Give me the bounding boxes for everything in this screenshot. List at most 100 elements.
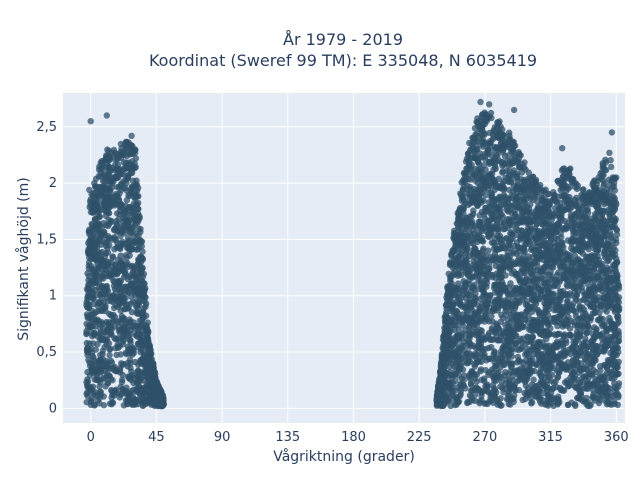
data-point (115, 183, 123, 191)
data-point (125, 150, 133, 157)
data-point (129, 298, 137, 306)
data-point (130, 319, 137, 326)
data-point (89, 271, 97, 278)
data-point (106, 346, 113, 353)
data-point (83, 390, 90, 398)
data-point (441, 350, 448, 357)
data-point (135, 322, 142, 329)
data-point (133, 303, 140, 310)
data-point (114, 343, 122, 350)
data-point (117, 232, 124, 240)
data-point (124, 220, 132, 227)
data-point (91, 330, 98, 337)
data-point (601, 346, 608, 354)
data-point (594, 273, 601, 280)
data-point (537, 295, 544, 302)
data-point (124, 276, 132, 283)
data-point (129, 262, 136, 270)
data-point (135, 298, 143, 305)
data-point (489, 318, 496, 325)
data-point (140, 285, 147, 292)
data-point (87, 397, 95, 404)
data-point (150, 367, 157, 375)
data-point (466, 213, 474, 220)
data-point (578, 191, 585, 199)
data-point (117, 154, 125, 161)
data-point (104, 369, 111, 376)
data-point (84, 270, 91, 277)
data-point (86, 372, 94, 379)
data-point (152, 398, 160, 405)
data-point (117, 351, 125, 358)
data-point (91, 357, 98, 365)
data-point (105, 156, 112, 164)
data-point (127, 391, 134, 398)
data-point (120, 171, 127, 178)
data-point (112, 302, 120, 309)
data-point (107, 375, 115, 383)
data-point (130, 347, 137, 354)
data-point (115, 256, 122, 263)
data-point (130, 400, 137, 407)
data-point (148, 388, 155, 395)
data-point (597, 315, 604, 322)
data-point (123, 197, 131, 204)
data-point (570, 246, 578, 253)
data-point (141, 351, 148, 358)
data-point (486, 113, 493, 120)
data-point (147, 383, 154, 390)
data-point (612, 268, 620, 276)
data-point (129, 224, 136, 232)
data-point (124, 288, 132, 296)
data-point (615, 319, 622, 326)
data-point (517, 335, 524, 342)
data-point (601, 254, 609, 261)
data-point (85, 248, 92, 255)
data-point (96, 222, 103, 230)
data-point (98, 337, 105, 344)
data-point (134, 310, 141, 317)
data-point (97, 271, 104, 278)
data-point (103, 357, 110, 365)
data-point (105, 147, 112, 154)
data-point (112, 167, 119, 174)
data-point (128, 280, 135, 288)
data-point (108, 200, 116, 208)
data-point (140, 308, 147, 315)
data-point (113, 190, 120, 197)
data-point (135, 389, 143, 397)
data-point (109, 254, 117, 261)
data-point (118, 327, 125, 334)
data-point (610, 253, 617, 260)
data-point (137, 346, 145, 353)
data-point (581, 328, 588, 335)
data-point (98, 164, 105, 172)
data-point (604, 284, 611, 291)
data-point (90, 230, 97, 237)
data-point (141, 298, 148, 305)
data-point (132, 155, 140, 162)
data-point (605, 268, 613, 275)
data-point (137, 225, 144, 233)
data-point (144, 328, 151, 335)
data-point (126, 337, 134, 344)
data-point (109, 399, 116, 406)
data-point (88, 204, 96, 211)
data-point (106, 352, 113, 359)
data-point (554, 322, 561, 330)
data-point (120, 149, 127, 156)
data-point (95, 173, 102, 180)
data-point (118, 378, 126, 386)
data-point (506, 319, 514, 327)
data-point (523, 233, 531, 241)
data-point (118, 242, 125, 249)
data-point (112, 156, 119, 163)
data-point (138, 339, 146, 346)
data-point (94, 341, 101, 348)
data-point (126, 237, 133, 244)
data-point (87, 236, 94, 243)
data-point (149, 360, 156, 368)
data-point (615, 358, 622, 365)
data-point (469, 369, 476, 377)
data-point (527, 201, 534, 208)
